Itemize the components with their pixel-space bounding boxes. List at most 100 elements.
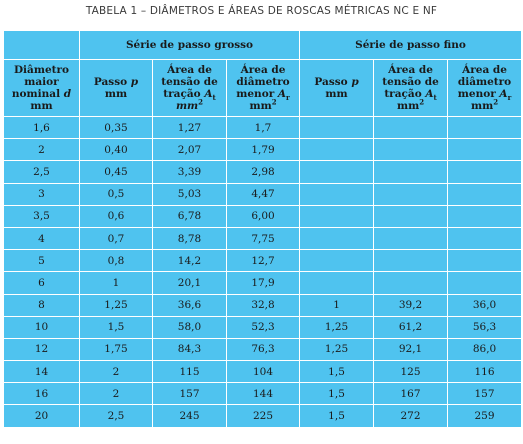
fine-minor-area-cell	[447, 226, 523, 251]
fine-pitch-cell	[299, 204, 375, 228]
coarse-pitch-cell: 1	[79, 271, 153, 295]
diameter-cell: 3	[3, 182, 80, 206]
coarse-minor-area-cell: 76,3	[225, 337, 301, 362]
fine-pitch-cell: 1,5	[299, 404, 375, 428]
fine-minor-area-cell	[447, 249, 523, 273]
coarse-pitch-cell: 2,5	[79, 404, 153, 428]
column-header-row: Diâmetro maior nominal d mm Passo p mm Á…	[3, 59, 523, 117]
fine-tensile-area-cell: 92,1	[373, 337, 449, 362]
coarse-minor-area-cell: 52,3	[225, 315, 301, 339]
diameter-cell: 12	[3, 337, 80, 362]
table-row: 10 1,5 58,0 52,3 1,25 61,2 56,3	[3, 315, 523, 339]
fine-tensile-area-cell: 167	[373, 382, 449, 406]
fine-tensile-area-cell: 61,2	[373, 315, 449, 339]
diameter-cell: 2	[3, 138, 80, 162]
fine-tensile-area-cell	[373, 271, 449, 295]
fine-pitch-cell: 1,25	[299, 315, 375, 339]
coarse-minor-area-cell: 104	[225, 360, 301, 384]
coarse-tensile-area-cell: 36,6	[152, 293, 227, 317]
empty-corner-cell	[3, 30, 80, 60]
coarse-tensile-area-cell: 58,0	[152, 315, 227, 339]
coarse-minor-area-cell: 144	[225, 382, 301, 406]
fine-pitch-cell: 1	[299, 293, 375, 317]
series-header-row: Série de passo grosso Série de passo fin…	[3, 30, 523, 60]
coarse-minor-area-cell: 225	[225, 404, 301, 428]
coarse-tensile-area-cell: 245	[152, 404, 227, 428]
fine-pitch-cell: 1,25	[299, 337, 375, 362]
coarse-pitch-cell: 0,5	[79, 182, 153, 206]
coarse-pitch-cell: 0,35	[79, 115, 153, 140]
diameter-cell: 3,5	[3, 204, 80, 228]
fine-pitch-cell	[299, 249, 375, 273]
coarse-pitch-cell: 2	[79, 382, 153, 406]
fine-minor-area-cell: 56,3	[447, 315, 523, 339]
table-row: 2 0,40 2,07 1,79	[3, 138, 523, 162]
table-caption: TABELA 1 – DIÂMETROS E ÁREAS DE ROSCAS M…	[85, 5, 438, 17]
fine-tensile-area-cell	[373, 138, 449, 162]
coarse-pitch-cell: 1,25	[79, 293, 153, 317]
diameter-cell: 16	[3, 382, 80, 406]
diameter-cell: 5	[3, 249, 80, 273]
fine-minor-area-cell	[447, 182, 523, 206]
coarse-pitch-cell: 0,7	[79, 226, 153, 251]
fine-tensile-area-cell	[373, 182, 449, 206]
fine-pitch-cell	[299, 115, 375, 140]
fine-pitch-cell: 1,5	[299, 382, 375, 406]
coarse-pitch-cell: 0,8	[79, 249, 153, 273]
fine-tensile-area-cell	[373, 160, 449, 184]
coarse-pitch-cell: 0,45	[79, 160, 153, 184]
coarse-pitch-cell: 1,5	[79, 315, 153, 339]
fine-tensile-area-cell	[373, 226, 449, 251]
thread-table: Série de passo grosso Série de passo fin…	[3, 30, 523, 428]
coarse-minor-area-cell: 12,7	[225, 249, 301, 273]
fine-tensile-area-cell	[373, 249, 449, 273]
coarse-minor-area-cell: 7,75	[225, 226, 301, 251]
fine-pitch-cell	[299, 226, 375, 251]
fine-tensile-area-cell: 272	[373, 404, 449, 428]
diameter-cell: 20	[3, 404, 80, 428]
coarse-pitch-header: Passo p mm	[79, 59, 153, 117]
diameter-cell: 4	[3, 226, 80, 251]
table-row: 8 1,25 36,6 32,8 1 39,2 36,0	[3, 293, 523, 317]
fine-pitch-cell: 1,5	[299, 360, 375, 384]
diameter-header: Diâmetro maior nominal d mm	[3, 59, 80, 117]
fine-pitch-cell	[299, 138, 375, 162]
coarse-minor-area-cell: 6,00	[225, 204, 301, 228]
diameter-cell: 14	[3, 360, 80, 384]
coarse-minor-area-cell: 4,47	[225, 182, 301, 206]
coarse-tensile-area-cell: 1,27	[152, 115, 227, 140]
coarse-minor-area-header: Área de diâmetro menor Ar mm2	[225, 59, 301, 117]
coarse-tensile-area-cell: 157	[152, 382, 227, 406]
fine-minor-area-cell: 259	[447, 404, 523, 428]
coarse-pitch-cell: 0,40	[79, 138, 153, 162]
coarse-tensile-area-cell: 3,39	[152, 160, 227, 184]
table-row: 16 2 157 144 1,5 167 157	[3, 382, 523, 406]
fine-pitch-cell	[299, 182, 375, 206]
fine-minor-area-cell: 157	[447, 382, 523, 406]
table-row: 1,6 0,35 1,27 1,7	[3, 115, 523, 140]
fine-pitch-cell	[299, 160, 375, 184]
diameter-cell: 10	[3, 315, 80, 339]
fine-minor-area-cell	[447, 160, 523, 184]
coarse-minor-area-cell: 1,7	[225, 115, 301, 140]
table-row: 12 1,75 84,3 76,3 1,25 92,1 86,0	[3, 337, 523, 362]
coarse-pitch-cell: 2	[79, 360, 153, 384]
fine-tensile-area-cell: 39,2	[373, 293, 449, 317]
coarse-tensile-area-cell: 115	[152, 360, 227, 384]
table-row: 6 1 20,1 17,9	[3, 271, 523, 295]
fine-minor-area-cell	[447, 204, 523, 228]
fine-tensile-area-cell	[373, 115, 449, 140]
table-row: 4 0,7 8,78 7,75	[3, 226, 523, 251]
diameter-cell: 8	[3, 293, 80, 317]
fine-minor-area-header: Área de diâmetro menor Ar mm2	[447, 59, 523, 117]
fine-minor-area-cell: 86,0	[447, 337, 523, 362]
coarse-tensile-area-cell: 6,78	[152, 204, 227, 228]
coarse-series-header: Série de passo grosso	[78, 30, 301, 60]
fine-pitch-cell	[299, 271, 375, 295]
fine-minor-area-cell: 116	[447, 360, 523, 384]
fine-tensile-area-cell: 125	[373, 360, 449, 384]
diameter-cell: 6	[3, 271, 80, 295]
fine-tensile-area-cell	[373, 204, 449, 228]
table-row: 3,5 0,6 6,78 6,00	[3, 204, 523, 228]
coarse-minor-area-cell: 32,8	[225, 293, 301, 317]
